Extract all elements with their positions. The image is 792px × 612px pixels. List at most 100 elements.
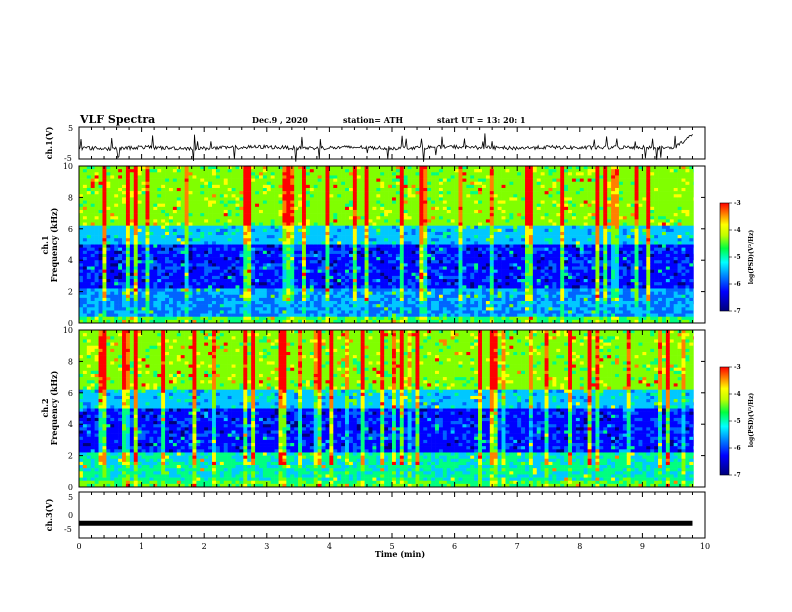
heatmap-cell bbox=[223, 316, 228, 321]
heatmap-cell bbox=[458, 222, 463, 226]
heatmap-cell bbox=[337, 272, 342, 277]
heatmap-cell bbox=[305, 263, 311, 267]
heatmap-cell bbox=[399, 310, 405, 314]
heatmap-cell bbox=[364, 213, 369, 217]
heatmap-cell bbox=[325, 266, 330, 270]
heatmap-cell bbox=[110, 285, 115, 289]
heatmap-cell bbox=[141, 304, 146, 308]
heatmap-cell bbox=[446, 253, 451, 258]
heatmap-cell bbox=[450, 294, 455, 299]
heatmap-cell bbox=[255, 244, 260, 248]
heatmap-cell bbox=[204, 275, 209, 280]
heatmap-cell bbox=[219, 319, 225, 324]
heatmap-cell bbox=[86, 297, 92, 302]
heatmap-cell bbox=[266, 253, 272, 258]
heatmap-cell bbox=[298, 235, 303, 239]
heatmap-cell bbox=[82, 282, 88, 286]
heatmap-cell bbox=[157, 209, 162, 214]
heatmap-cell bbox=[407, 178, 412, 182]
heatmap-cell bbox=[161, 250, 166, 255]
heatmap-cell bbox=[450, 235, 455, 239]
heatmap-cell bbox=[415, 272, 420, 277]
heatmap-cell bbox=[435, 253, 440, 258]
heatmap-cell bbox=[364, 209, 369, 214]
heatmap-cell bbox=[235, 213, 240, 217]
heatmap-cell bbox=[231, 231, 236, 236]
heatmap-cell bbox=[82, 310, 88, 314]
heatmap-cell bbox=[364, 222, 369, 226]
heatmap-cell bbox=[188, 313, 193, 318]
heatmap-cell bbox=[305, 169, 311, 173]
heatmap-cell bbox=[438, 209, 444, 214]
heatmap-cell bbox=[161, 181, 166, 186]
heatmap-cell bbox=[258, 181, 264, 186]
heatmap-cell bbox=[392, 291, 397, 296]
heatmap-cell bbox=[161, 294, 166, 299]
heatmap-cell bbox=[235, 219, 240, 223]
heatmap-cell bbox=[274, 241, 279, 245]
heatmap-cell bbox=[145, 178, 150, 182]
heatmap-cell bbox=[243, 231, 248, 236]
heatmap-cell bbox=[458, 209, 463, 214]
heatmap-cell bbox=[255, 172, 260, 176]
heatmap-cell bbox=[380, 266, 385, 270]
heatmap-cell bbox=[395, 235, 401, 239]
heatmap-cell bbox=[125, 191, 131, 195]
heatmap-cell bbox=[298, 253, 303, 258]
heatmap-cell bbox=[90, 304, 95, 308]
heatmap-cell bbox=[188, 275, 193, 280]
heatmap-cell bbox=[341, 275, 346, 280]
heatmap-cell bbox=[352, 197, 358, 201]
heatmap-cell bbox=[176, 307, 182, 311]
heatmap-cell bbox=[98, 275, 103, 280]
heatmap-cell bbox=[176, 294, 182, 299]
heatmap-cell bbox=[364, 253, 369, 258]
heatmap-cell bbox=[278, 291, 283, 296]
heatmap-cell bbox=[200, 178, 205, 182]
heatmap-cell bbox=[411, 282, 416, 286]
heatmap-cell bbox=[235, 316, 240, 321]
heatmap-cell bbox=[114, 172, 119, 176]
heatmap-cell bbox=[438, 294, 444, 299]
heatmap-cell bbox=[333, 166, 338, 170]
heatmap-cell bbox=[348, 307, 354, 311]
heatmap-cell bbox=[227, 209, 232, 214]
heatmap-cell bbox=[333, 172, 338, 176]
heatmap-cell bbox=[431, 263, 436, 267]
heatmap-cell bbox=[94, 172, 99, 176]
heatmap-cell bbox=[133, 304, 138, 308]
heatmap-cell bbox=[188, 191, 193, 195]
heatmap-cell bbox=[395, 307, 401, 311]
heatmap-cell bbox=[168, 304, 174, 308]
heatmap-cell bbox=[270, 178, 275, 182]
heatmap-cell bbox=[337, 244, 342, 248]
heatmap-cell bbox=[82, 197, 88, 201]
heatmap-cell bbox=[438, 288, 444, 292]
heatmap-cell bbox=[129, 172, 135, 176]
heatmap-cell bbox=[392, 191, 397, 195]
heatmap-cell bbox=[262, 275, 268, 280]
heatmap-cell bbox=[129, 216, 135, 220]
heatmap-cell bbox=[360, 178, 365, 182]
heatmap-cell bbox=[141, 250, 146, 255]
heatmap-cell bbox=[274, 216, 279, 220]
heatmap-cell bbox=[200, 191, 205, 195]
heatmap-cell bbox=[360, 238, 365, 242]
heatmap-cell bbox=[348, 203, 354, 208]
heatmap-cell bbox=[454, 266, 459, 270]
heatmap-cell bbox=[137, 184, 142, 189]
heatmap-cell bbox=[153, 282, 158, 286]
heatmap-cell bbox=[180, 275, 185, 280]
heatmap-cell bbox=[423, 288, 428, 292]
heatmap-cell bbox=[200, 216, 205, 220]
heatmap-cell bbox=[454, 235, 459, 239]
heatmap-cell bbox=[317, 253, 322, 258]
heatmap-cell bbox=[313, 269, 318, 274]
heatmap-cell bbox=[274, 319, 279, 324]
heatmap-cell bbox=[423, 313, 428, 318]
heatmap-cell bbox=[399, 213, 405, 217]
heatmap-cell bbox=[290, 282, 295, 286]
heatmap-cell bbox=[458, 169, 463, 173]
heatmap-cell bbox=[372, 209, 377, 214]
heatmap-cell bbox=[376, 213, 381, 217]
